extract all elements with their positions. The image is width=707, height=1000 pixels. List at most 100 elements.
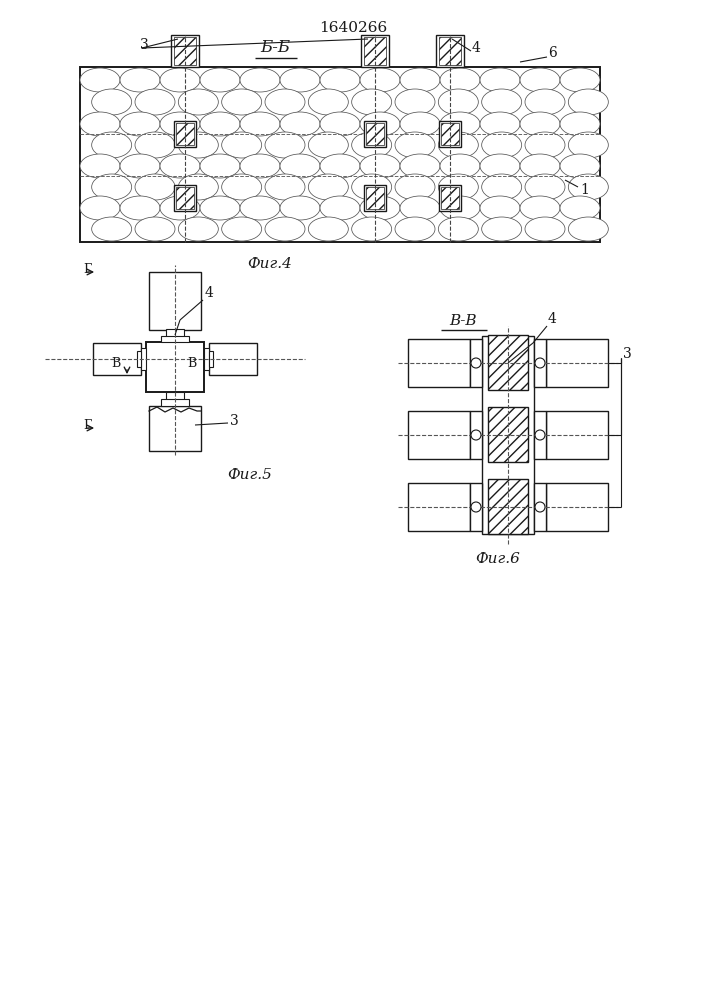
Ellipse shape [400,196,440,220]
Ellipse shape [240,112,280,136]
Ellipse shape [351,217,392,241]
Bar [470,411,482,459]
Ellipse shape [320,112,360,136]
Ellipse shape [440,68,480,92]
Text: Г: Г [83,419,91,432]
Bar [439,120,461,146]
Ellipse shape [395,132,435,158]
Ellipse shape [438,89,479,115]
Bar [166,392,184,400]
Ellipse shape [240,154,280,178]
Bar [546,483,608,531]
Bar [408,483,470,531]
Ellipse shape [525,132,565,158]
Ellipse shape [160,68,200,92]
Ellipse shape [480,154,520,178]
Ellipse shape [200,68,240,92]
Bar [470,339,482,387]
Text: Фиг.6: Фиг.6 [476,552,520,566]
Ellipse shape [135,132,175,158]
Ellipse shape [92,174,132,200]
Bar [488,479,528,534]
Ellipse shape [222,132,262,158]
Bar [439,37,461,65]
Text: 4: 4 [205,286,214,300]
Text: 1640266: 1640266 [319,21,387,35]
Bar [439,185,461,211]
Ellipse shape [280,154,320,178]
Ellipse shape [440,112,480,136]
Ellipse shape [200,112,240,136]
Ellipse shape [80,112,120,136]
Bar [176,187,194,209]
Ellipse shape [481,132,522,158]
Bar [141,348,146,370]
Bar [361,35,389,67]
Bar [534,339,546,387]
Ellipse shape [568,174,608,200]
Bar [436,35,464,67]
Ellipse shape [308,132,349,158]
Ellipse shape [120,112,160,136]
Ellipse shape [92,89,132,115]
Bar [546,411,608,459]
Ellipse shape [178,217,218,241]
Ellipse shape [360,68,400,92]
Ellipse shape [200,154,240,178]
Ellipse shape [92,217,132,241]
Ellipse shape [480,68,520,92]
Bar [366,187,384,209]
Ellipse shape [525,89,565,115]
Text: Б-Б: Б-Б [260,39,290,56]
Bar [408,339,470,387]
Ellipse shape [135,174,175,200]
Ellipse shape [178,174,218,200]
Bar [161,336,189,342]
Bar [366,122,384,144]
Ellipse shape [440,196,480,220]
Bar [534,411,546,459]
Bar [470,483,482,531]
Ellipse shape [560,196,600,220]
Bar [209,343,257,375]
Ellipse shape [471,502,481,512]
Bar [161,399,189,406]
Ellipse shape [160,196,200,220]
Ellipse shape [135,89,175,115]
Ellipse shape [395,89,435,115]
Ellipse shape [440,154,480,178]
Ellipse shape [160,112,200,136]
Ellipse shape [520,68,560,92]
Ellipse shape [560,68,600,92]
Bar [204,348,209,370]
Text: 4: 4 [548,312,557,326]
Ellipse shape [568,217,608,241]
Ellipse shape [265,174,305,200]
Ellipse shape [178,89,218,115]
Text: 4: 4 [472,41,481,55]
Ellipse shape [525,217,565,241]
Bar [93,343,141,375]
Bar [364,120,386,146]
Ellipse shape [525,174,565,200]
Ellipse shape [135,217,175,241]
Ellipse shape [395,217,435,241]
Ellipse shape [265,217,305,241]
Ellipse shape [240,196,280,220]
Bar [174,120,196,146]
Ellipse shape [360,196,400,220]
Ellipse shape [360,112,400,136]
Text: Фиг.4: Фиг.4 [247,257,293,271]
Ellipse shape [471,358,481,368]
Bar [534,483,546,531]
Ellipse shape [160,154,200,178]
Ellipse shape [308,174,349,200]
Bar [146,342,204,392]
Bar [546,339,608,387]
Ellipse shape [222,217,262,241]
Ellipse shape [400,68,440,92]
Text: В: В [187,357,197,370]
Bar [176,122,194,144]
Ellipse shape [80,196,120,220]
Bar [137,351,141,367]
